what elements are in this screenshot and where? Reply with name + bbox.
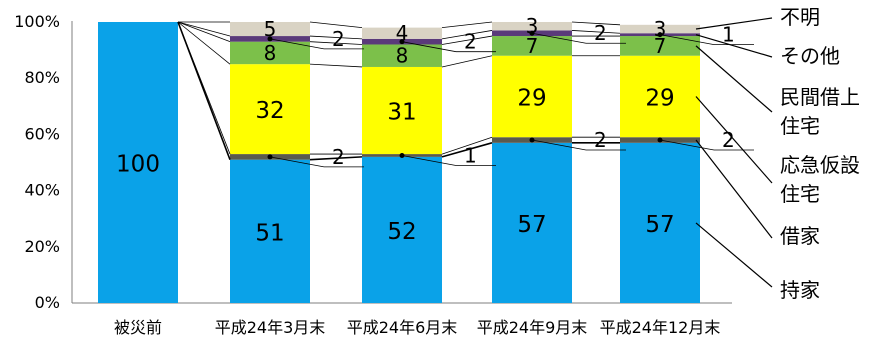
- connector-line: [441, 30, 493, 40]
- legend-label: 住宅: [780, 182, 820, 206]
- connector-line: [309, 35, 363, 40]
- value-label: 32: [255, 98, 284, 124]
- callout-line: [531, 139, 587, 151]
- callout-line: [269, 38, 325, 50]
- legend-label: 住宅: [780, 114, 820, 138]
- connector-line: [441, 35, 493, 45]
- connector-line: [571, 30, 621, 34]
- legend-label: 持家: [780, 278, 820, 302]
- y-tick-label: 40%: [24, 181, 60, 200]
- y-tick-label: 80%: [24, 68, 60, 87]
- category-label: 被災前: [114, 318, 162, 337]
- y-tick-label: 100%: [14, 12, 60, 31]
- bar-segment: [230, 22, 310, 37]
- value-label: 2: [464, 30, 477, 54]
- callout-line: [659, 139, 715, 151]
- value-label: 2: [332, 145, 345, 169]
- bar-segment: [362, 156, 442, 303]
- connector-line: [309, 21, 363, 29]
- bar-segment: [492, 55, 572, 138]
- value-label: 1: [722, 23, 735, 47]
- value-label: 2: [722, 128, 735, 152]
- bar-segment: [362, 27, 442, 39]
- y-tick-label: 0%: [35, 293, 60, 312]
- connector-line: [177, 21, 231, 43]
- connector-line: [441, 55, 493, 68]
- value-label: 1: [464, 143, 477, 167]
- bar-segment: [230, 41, 310, 65]
- category-label: 平成24年3月末: [215, 318, 326, 337]
- category-label: 平成24年12月末: [600, 318, 721, 337]
- legend-label: その他: [780, 44, 840, 68]
- bar-segments: [98, 22, 700, 303]
- connector-line: [441, 21, 493, 29]
- category-label: 平成24年6月末: [347, 318, 458, 337]
- bar-segment: [492, 142, 572, 303]
- value-label: 29: [517, 85, 546, 111]
- legend-label: 不明: [780, 5, 820, 29]
- bar-segment: [620, 55, 700, 138]
- legend-label: 応急仮設: [780, 153, 860, 177]
- value-label: 2: [594, 21, 607, 45]
- value-label: 57: [517, 212, 546, 238]
- legend-label: 借家: [780, 224, 820, 248]
- legend-label: 民間借上: [780, 85, 860, 109]
- bar-segment: [492, 22, 572, 31]
- connector-line: [177, 21, 231, 37]
- value-label: 2: [332, 27, 345, 51]
- value-label: 8: [396, 44, 409, 68]
- callout-line: [401, 155, 457, 166]
- callout-line: [659, 34, 715, 46]
- callout-line: [531, 32, 587, 44]
- y-tick-label: 60%: [24, 124, 60, 143]
- y-tick-label: 20%: [24, 237, 60, 256]
- bar-segment: [230, 159, 310, 303]
- legend-leader-line: [695, 34, 773, 58]
- connector-line: [441, 136, 493, 155]
- value-label: 52: [387, 219, 416, 245]
- value-label: 7: [654, 34, 667, 58]
- value-label: 29: [645, 85, 674, 111]
- bar-segment: [620, 36, 700, 56]
- bar-segment: [230, 64, 310, 155]
- value-labels: 100 51 2 32 8 2 5 52 1 31 8 2 4 57 2 29 7 2 3 57 2 29 7 1 3: [116, 14, 754, 246]
- bar-segment: [362, 66, 442, 155]
- value-label: 8: [264, 41, 277, 65]
- value-label: 3: [526, 14, 539, 38]
- connector-line: [441, 142, 493, 158]
- value-label: 100: [116, 152, 160, 178]
- bar-segment: [362, 44, 442, 67]
- series-connector-lines: [177, 21, 621, 161]
- legend-leader-line: [695, 222, 773, 288]
- connector-line: [571, 21, 621, 26]
- value-label: 4: [396, 21, 409, 45]
- callout-line: [401, 41, 457, 53]
- legend-leader-line: [695, 139, 773, 239]
- bar-segment: [620, 24, 700, 34]
- bar-segment: [492, 36, 572, 56]
- callout-line: [269, 156, 325, 168]
- legend-leader-line: [695, 96, 773, 184]
- legend-leader-line: [695, 17, 773, 30]
- value-label: 57: [645, 212, 674, 238]
- connector-line: [177, 21, 231, 155]
- bar-segment: [620, 142, 700, 303]
- y-tick-labels: 0% 20% 40% 60% 80% 100%: [14, 12, 60, 312]
- connector-line: [309, 63, 363, 68]
- value-label: 2: [594, 128, 607, 152]
- category-label: 平成24年9月末: [477, 318, 588, 337]
- category-labels: 被災前 平成24年3月末 平成24年6月末 平成24年9月末 平成24年12月末: [114, 318, 720, 337]
- legend-leader-line: [695, 45, 773, 113]
- value-label: 7: [526, 34, 539, 58]
- value-label: 5: [264, 17, 277, 41]
- connector-line: [309, 156, 363, 161]
- bar-segment: [98, 22, 178, 303]
- value-label: 3: [654, 17, 667, 41]
- connector-line: [309, 41, 363, 45]
- value-label: 51: [255, 220, 284, 246]
- value-label: 31: [387, 100, 416, 126]
- connector-line: [177, 21, 231, 65]
